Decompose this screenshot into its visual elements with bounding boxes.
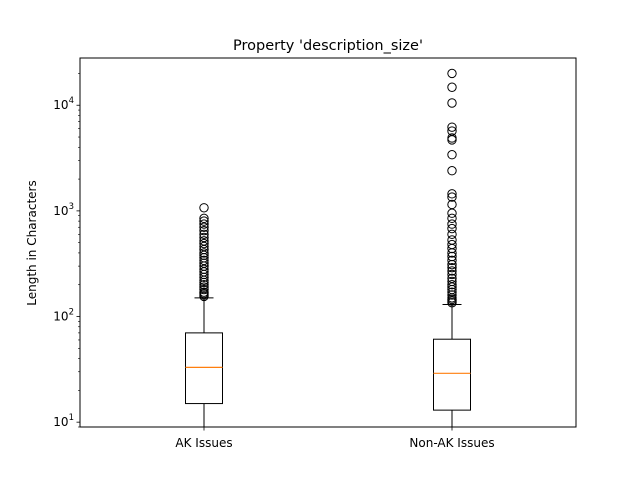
outlier-point [199,287,209,297]
outlier-point [199,241,209,252]
outlier-point [199,216,209,226]
outlier-point [199,213,209,224]
outlier-point [447,189,457,199]
outlier-point [447,150,457,160]
y-tick-label-0: 101 [53,413,74,429]
outlier-point [199,264,209,274]
outlier-point [447,133,457,143]
outlier-point [447,135,457,145]
y-axis-label: Length in Characters [25,180,39,305]
outlier-point [447,98,457,108]
outlier-point [447,223,457,234]
outlier-point [199,229,209,240]
outlier-point [447,262,457,273]
y-tick-label-2: 103 [53,202,74,218]
outlier-point [447,287,457,297]
outlier-point [447,219,457,229]
outlier-point [447,273,457,284]
outlier-point [199,232,209,243]
outlier-point [199,219,209,229]
iqr-box [433,338,471,411]
outlier-point [447,199,457,210]
outlier-point [447,255,457,266]
axes-frame [79,57,577,428]
outlier-point [199,225,209,236]
chart-title: Property 'description_size' [233,38,423,54]
outlier-point [199,280,209,290]
outlier-point [447,126,457,136]
outlier-point [199,203,209,213]
y-tick-label-3: 104 [53,96,74,112]
plot-area [185,68,471,427]
outlier-point [199,284,209,295]
outlier-point [447,290,457,300]
outlier-point [199,248,209,258]
outlier-point [447,266,457,276]
outlier-point [199,236,209,246]
outlier-point [447,192,457,202]
outlier-point [447,280,457,290]
outlier-point [447,229,457,240]
outlier-point [447,269,457,280]
x-tick-label-1: Non-AK Issues [409,436,494,450]
x-tick-label-0: AK Issues [175,436,232,450]
outlier-point [447,166,457,176]
box-1 [433,68,471,427]
box-0 [185,203,223,427]
outlier-point [447,239,457,250]
y-tick-label-1: 102 [53,308,74,324]
outlier-point [447,82,457,92]
outlier-point [447,235,457,245]
axes-ticks: 101 102 103 104 AK Issues Non-AK Issues [53,73,495,450]
iqr-box [185,332,223,405]
outlier-point [447,68,457,79]
outlier-point [447,276,457,287]
outlier-point [199,282,209,292]
outlier-point [199,258,209,268]
outlier-point [447,213,457,224]
outlier-point [447,122,457,132]
outlier-point [199,255,209,266]
outlier-point [447,208,457,218]
outlier-point [199,238,209,249]
outlier-point [199,222,209,232]
